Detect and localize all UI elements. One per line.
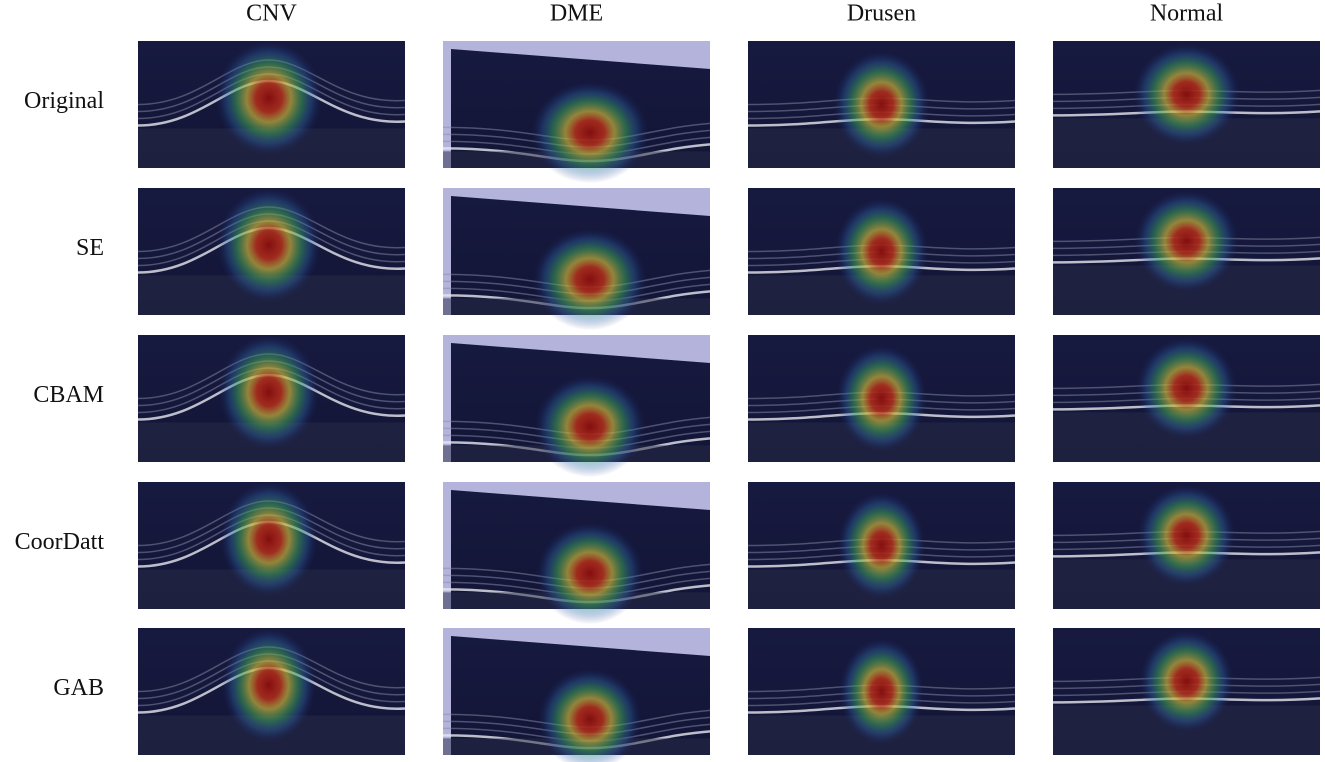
image-wedge [443, 482, 710, 609]
heatmap-image [1052, 41, 1321, 168]
heatmap-image [1052, 335, 1321, 462]
heat-blob [1139, 630, 1234, 733]
heatmap-image [442, 335, 711, 478]
heatmap-image [747, 41, 1016, 168]
heatmap-image [137, 188, 406, 315]
column-header: DME [550, 1, 603, 27]
heat-blob [837, 492, 926, 599]
column-header: Drusen [847, 1, 916, 27]
column-header: Normal [1150, 1, 1224, 27]
heat-blob [534, 375, 646, 478]
heat-blob [221, 628, 316, 743]
row-label: GAB [53, 675, 104, 701]
row-label: SE [76, 235, 104, 261]
column-header: CNV [246, 1, 297, 27]
heat-blob [1137, 484, 1236, 587]
heatmap-image [137, 482, 406, 609]
heatmap-image [137, 335, 406, 462]
heat-blob [839, 638, 924, 745]
image-wedge [443, 41, 710, 168]
heatmap-image [1052, 628, 1321, 755]
heatmap-image [747, 188, 1016, 315]
heatmap-image [137, 41, 406, 168]
heatmap-image [747, 335, 1016, 462]
row-label: CBAM [33, 382, 104, 408]
row-label: CoorDatt [15, 529, 105, 555]
heat-blob [1133, 43, 1240, 146]
image-wedge [443, 628, 710, 755]
heatmap-image [442, 188, 711, 331]
heat-blob [531, 81, 649, 184]
heatmap-image [1052, 482, 1321, 609]
heatmap-image [747, 628, 1016, 755]
heat-blob [218, 335, 320, 450]
heatmap-image [442, 41, 711, 184]
row-label: Original [24, 88, 104, 114]
heat-blob [220, 482, 318, 597]
heatmap-image [1052, 188, 1321, 315]
heat-blob [217, 188, 321, 303]
image-wedge [443, 335, 710, 462]
heat-blob [1136, 337, 1237, 440]
heat-blob [215, 41, 323, 156]
heat-blob [538, 668, 642, 762]
heat-blob [532, 228, 647, 331]
heatmap-image [747, 482, 1016, 609]
heat-blob [836, 345, 927, 452]
heat-blob [833, 51, 930, 158]
heatmap-image [442, 482, 711, 625]
image-wedge [443, 188, 710, 315]
heat-blob [1134, 190, 1239, 293]
heat-blob [834, 198, 929, 305]
heatmap-image [442, 628, 711, 762]
heat-blob [536, 522, 644, 625]
heatmap-image [137, 628, 406, 755]
